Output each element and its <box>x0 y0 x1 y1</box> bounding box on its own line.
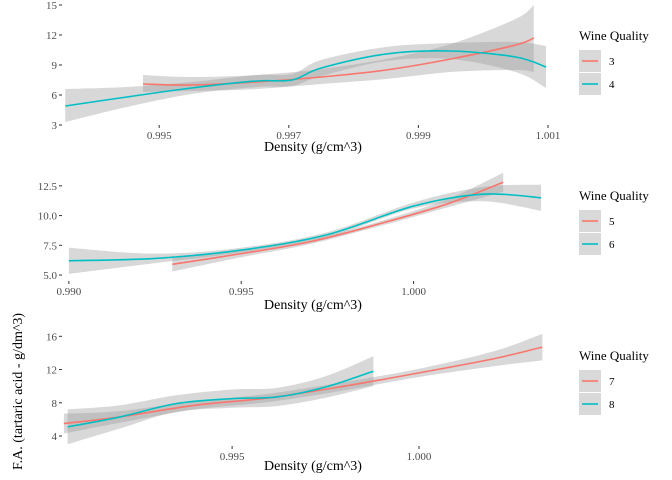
confidence-band-quality-3 <box>143 5 534 92</box>
y-tick-label: 6 <box>52 90 58 102</box>
x-axis-title: Density (g/cm^3) <box>264 140 362 155</box>
x-tick-label: 1.000 <box>407 451 432 463</box>
legend: Wine Quality 7 8 <box>579 348 649 415</box>
legend-title: Wine Quality <box>579 28 649 43</box>
x-tick-label: 0.995 <box>229 286 254 298</box>
y-tick-label: 12 <box>46 30 57 42</box>
series-line-quality-3 <box>142 37 535 86</box>
legend-label-quality-4: 4 <box>609 79 615 91</box>
legend: Wine Quality 3 4 <box>579 28 649 95</box>
panel-1: 3 6 9 12 15 0.995 0.997 0.999 1.001 Density (g/cm… <box>46 0 649 155</box>
x-tick-label: 0.995 <box>147 130 172 142</box>
y-tick-label: 16 <box>46 331 58 343</box>
legend-label-quality-8: 8 <box>609 399 615 411</box>
y-tick-label: 10.0 <box>38 211 58 223</box>
series-line-quality-5 <box>172 181 504 266</box>
y-tick-label: 12 <box>46 365 57 377</box>
y-tick-label: 4 <box>52 431 58 443</box>
panel-3: 4 8 12 16 0.995 1.000 Density (g/cm^3) Wine Qua… <box>46 331 649 474</box>
y-tick-label: 5.0 <box>43 270 57 282</box>
legend-label-quality-5: 5 <box>609 216 615 228</box>
y-tick-label: 15 <box>46 0 58 12</box>
y-tick-label: 7.5 <box>43 240 57 252</box>
series-line-quality-8 <box>67 370 374 428</box>
confidence-band-quality-8 <box>67 356 374 445</box>
legend-label-quality-6: 6 <box>609 239 615 251</box>
series-line-quality-4 <box>65 50 547 107</box>
y-axis-title: F.A. (tartaric acid - g/dm^3) <box>11 313 26 470</box>
y-tick-label: 9 <box>52 60 58 72</box>
x-tick-label: 0.997 <box>276 130 301 142</box>
confidence-band-quality-5 <box>172 172 504 272</box>
x-tick-label: 1.001 <box>536 130 561 142</box>
confidence-band-quality-6 <box>68 184 542 274</box>
panel-2: 5.0 7.5 10.0 12.5 0.990 0.995 1.000 Density (g/… <box>38 172 649 313</box>
confidence-band-quality-7 <box>63 333 543 434</box>
y-tick-label: 12.5 <box>38 181 58 193</box>
legend-label-quality-7: 7 <box>609 376 615 388</box>
legend-title: Wine Quality <box>579 348 649 363</box>
y-tick-label: 3 <box>52 120 58 132</box>
x-tick-label: 1.000 <box>401 286 426 298</box>
legend: Wine Quality 5 6 <box>579 188 649 255</box>
x-tick-label: 0.999 <box>406 130 431 142</box>
x-axis-title: Density (g/cm^3) <box>264 459 362 474</box>
series-line-quality-6 <box>68 193 542 262</box>
y-tick-label: 8 <box>52 398 58 410</box>
x-tick-label: 0.990 <box>57 286 82 298</box>
x-axis-title: Density (g/cm^3) <box>264 298 362 313</box>
legend-label-quality-3: 3 <box>609 56 615 68</box>
x-tick-label: 0.995 <box>220 451 245 463</box>
legend-title: Wine Quality <box>579 188 649 203</box>
